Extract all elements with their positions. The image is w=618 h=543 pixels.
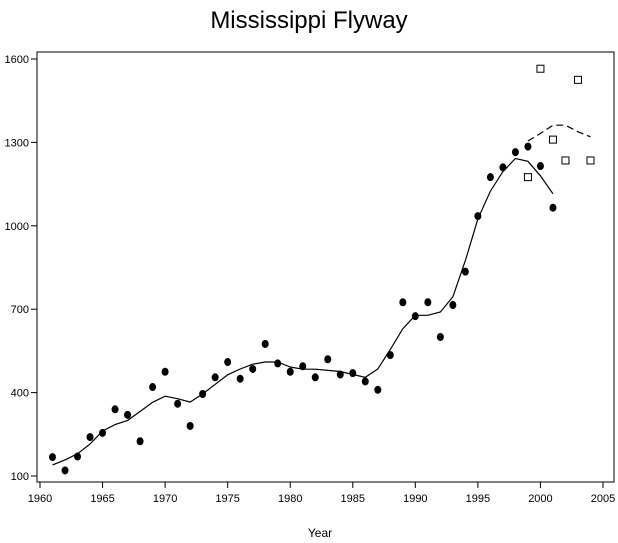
data-point-observed [286, 367, 294, 376]
data-point-observed [274, 359, 282, 368]
data-point-estimate [586, 156, 595, 165]
data-point-observed [149, 383, 157, 392]
y-tick-label: 700 [11, 304, 29, 316]
data-point-observed [136, 437, 144, 446]
data-point-observed [161, 367, 169, 376]
x-tick-label: 2000 [528, 493, 552, 505]
data-point-observed [186, 421, 194, 430]
y-tick-label: 1300 [5, 137, 29, 149]
x-tick-label: 1960 [28, 493, 52, 505]
data-point-observed [524, 142, 532, 151]
x-tick-label: 1975 [215, 493, 239, 505]
x-tick-label: 1980 [278, 493, 302, 505]
data-point-observed [174, 399, 182, 408]
y-axis: 100 400 700 1000 1300 1600 [5, 54, 37, 483]
data-point-estimate [573, 75, 582, 84]
data-point-estimate [523, 173, 532, 182]
x-axis-label: Year [308, 526, 332, 540]
data-point-observed [511, 148, 519, 157]
data-point-observed [99, 428, 107, 437]
x-tick-label: 1995 [466, 493, 490, 505]
y-tick-label: 400 [11, 388, 29, 400]
data-point-observed [261, 339, 269, 348]
data-point-observed [474, 212, 482, 221]
data-point-observed [336, 370, 344, 379]
data-point-observed [111, 405, 119, 414]
data-point-observed [74, 452, 82, 461]
x-tick-label: 1990 [403, 493, 427, 505]
x-tick-label: 1965 [90, 493, 114, 505]
data-point-estimate [561, 156, 570, 165]
y-tick-label: 100 [11, 471, 29, 483]
data-point-estimate [536, 64, 545, 73]
x-tick-label: 1985 [341, 493, 365, 505]
data-point-observed [499, 163, 507, 172]
data-point-observed [424, 298, 432, 307]
data-point-observed [549, 203, 557, 212]
data-point-observed [236, 374, 244, 383]
x-axis: 1960 1965 1970 1975 1980 1985 1990 1995 2000 2005 [28, 482, 615, 505]
y-tick-label: 1000 [5, 221, 29, 233]
x-tick-label: 1970 [153, 493, 177, 505]
data-point-observed [324, 355, 332, 364]
data-point-observed [61, 466, 69, 475]
data-point-observed [49, 453, 57, 462]
data-points [49, 64, 595, 475]
data-point-observed [124, 410, 132, 419]
data-point-observed [211, 373, 219, 382]
data-point-observed [449, 301, 457, 310]
data-point-observed [399, 298, 407, 307]
data-point-observed [536, 162, 544, 171]
data-point-observed [461, 267, 469, 276]
fitted-lines [52, 124, 591, 466]
data-point-observed [199, 389, 207, 398]
data-point-observed [386, 351, 394, 360]
data-point-observed [299, 362, 307, 371]
data-point-observed [224, 358, 232, 367]
data-point-estimate [548, 135, 557, 144]
projection-line-dashed [527, 124, 591, 142]
data-point-observed [249, 364, 257, 373]
trend-line-solid [52, 157, 554, 466]
data-point-observed [411, 312, 419, 321]
data-point-observed [86, 433, 94, 442]
chart-title: Mississippi Flyway [210, 7, 407, 34]
data-point-observed [486, 173, 494, 182]
data-point-observed [349, 369, 357, 378]
data-point-observed [436, 333, 444, 341]
plot-frame [36, 51, 615, 483]
data-point-observed [374, 385, 382, 394]
data-point-observed [311, 373, 319, 382]
data-point-observed [361, 377, 369, 386]
y-tick-label: 1600 [5, 54, 29, 66]
x-tick-label: 2005 [591, 493, 615, 505]
